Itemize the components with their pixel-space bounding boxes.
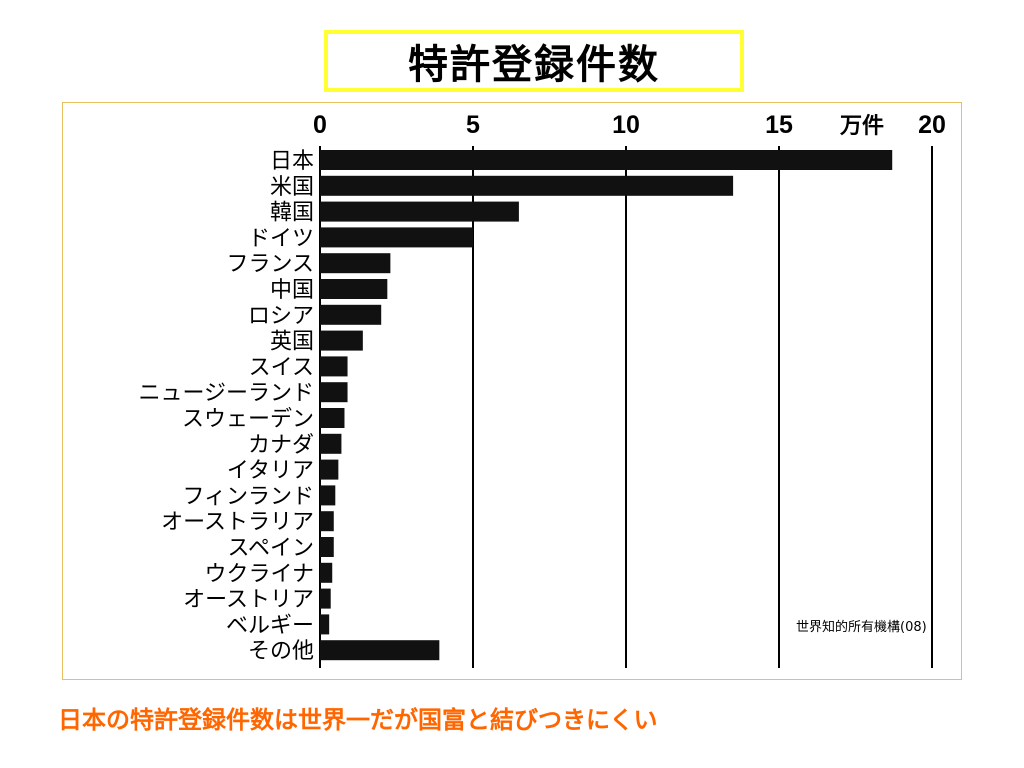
bar xyxy=(320,511,334,532)
bar xyxy=(320,408,345,428)
x-unit-label: 万件 xyxy=(839,114,884,139)
category-label: ベルギー xyxy=(226,613,314,638)
bar xyxy=(320,253,391,274)
bar xyxy=(320,304,382,325)
bar xyxy=(320,227,473,248)
category-label: 英国 xyxy=(270,330,314,355)
category-label: ドイツ xyxy=(248,226,314,251)
bar xyxy=(320,459,339,480)
category-label: 米国 xyxy=(270,175,314,200)
category-label: スペイン xyxy=(228,536,314,561)
category-label: オーストラリア xyxy=(161,510,314,535)
category-label: カナダ xyxy=(248,433,314,458)
bar xyxy=(320,485,336,506)
x-tick-label: 10 xyxy=(612,111,640,139)
category-label: フィンランド xyxy=(182,484,314,509)
bar xyxy=(320,614,330,635)
category-label: 中国 xyxy=(270,278,314,303)
x-tick-label: 20 xyxy=(918,111,946,139)
bar xyxy=(320,356,348,377)
category-label: ウクライナ xyxy=(204,562,314,587)
bar xyxy=(320,175,734,196)
bar xyxy=(320,201,519,222)
category-label: スウェーデン xyxy=(182,407,314,432)
category-label: ロシア xyxy=(248,304,314,329)
bar xyxy=(320,150,893,170)
category-label: その他 xyxy=(248,639,314,664)
x-tick-label: 5 xyxy=(466,111,480,139)
bar xyxy=(320,382,348,403)
chart-frame xyxy=(62,102,962,680)
bar xyxy=(320,279,388,299)
category-label: 日本 xyxy=(270,149,314,174)
bar xyxy=(320,562,333,583)
category-label: フランス xyxy=(226,252,314,277)
category-label: オーストリア xyxy=(183,588,314,613)
category-label: スイス xyxy=(249,355,314,380)
bar xyxy=(320,433,342,454)
bar xyxy=(320,588,331,609)
caption-text: 日本の特許登録件数は世界一だが国富と結びつきにくい xyxy=(58,706,658,734)
chart-title: 特許登録件数 xyxy=(408,42,660,88)
category-label: 韓国 xyxy=(270,201,314,226)
x-tick-label: 0 xyxy=(313,111,327,139)
category-label: ニュージーランド xyxy=(138,381,314,406)
source-note: 世界知的所有機構(08) xyxy=(796,620,927,635)
bar xyxy=(320,640,440,661)
bar xyxy=(320,330,363,351)
chart-title-box: 特許登録件数 xyxy=(324,30,744,92)
x-tick-label: 15 xyxy=(765,111,793,139)
bar xyxy=(320,537,334,557)
category-label: イタリア xyxy=(227,459,314,484)
